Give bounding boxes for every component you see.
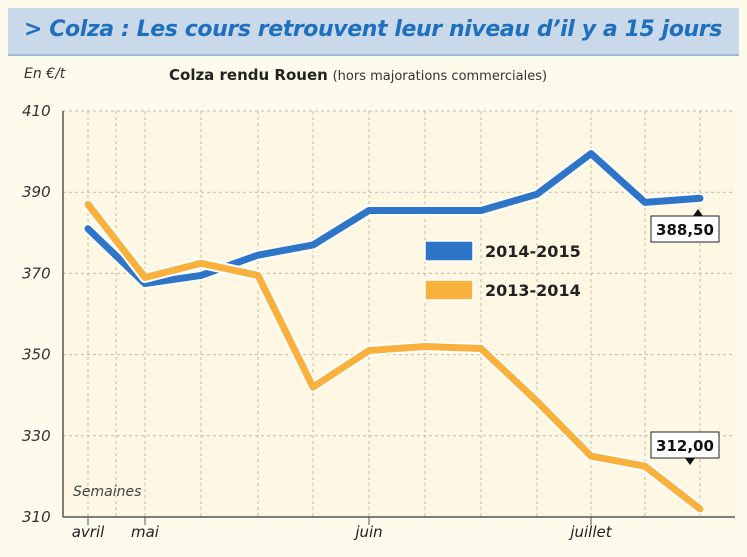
chart-subtitle: (hors majorations commerciales)	[332, 69, 548, 84]
x-axis-label: Semaines	[73, 484, 141, 500]
annotation-pointer	[693, 209, 703, 216]
y-axis-unit-label: En €/t	[24, 66, 66, 82]
legend-swatch-2014-2015	[424, 240, 474, 262]
x-tick-label: juin	[353, 523, 382, 541]
chart-title: Colza rendu Rouen (hors majorations comm…	[169, 66, 547, 84]
title-banner: > Colza : Les cours retrouvent leur nive…	[8, 8, 739, 56]
legend-label: 2014-2015	[485, 242, 581, 261]
series-line-2013-2014	[84, 200, 704, 513]
y-tick-label: 330	[22, 427, 51, 445]
annotation-pointer	[685, 458, 695, 465]
y-tick-label: 350	[22, 346, 51, 364]
y-tick-label: 370	[22, 264, 51, 282]
y-tick-label: 410	[22, 102, 51, 120]
annotation-box	[650, 215, 720, 243]
series-line-2014-2015	[84, 150, 704, 288]
legend-swatch-2013-2014	[424, 279, 474, 301]
annotation-label: 388,50	[656, 221, 714, 239]
chart-title-main: Colza rendu Rouen	[169, 66, 328, 84]
x-tick-label: avril	[72, 523, 105, 541]
annotation-box	[650, 431, 720, 459]
y-tick-label: 390	[22, 183, 51, 201]
banner-title: > Colza : Les cours retrouvent leur nive…	[24, 17, 722, 42]
legend-label: 2013-2014	[485, 281, 581, 300]
plot-area	[63, 111, 735, 517]
annotation-label: 312,00	[656, 437, 714, 455]
y-tick-label: 310	[22, 508, 51, 526]
x-tick-label: juillet	[568, 523, 612, 541]
x-tick-label: mai	[131, 523, 160, 541]
